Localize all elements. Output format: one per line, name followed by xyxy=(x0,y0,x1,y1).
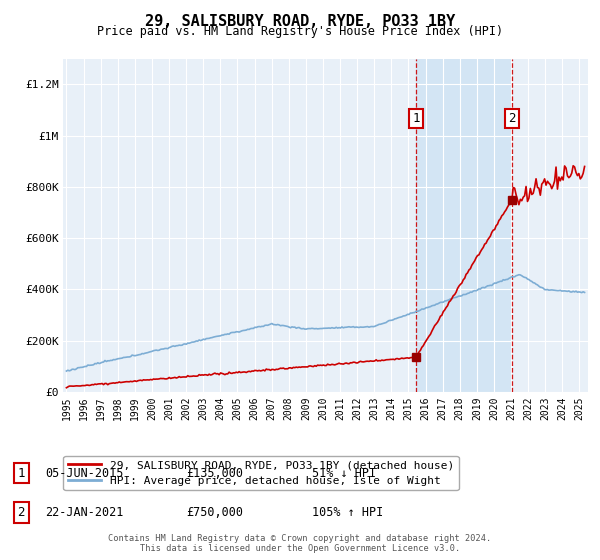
Text: 1: 1 xyxy=(412,112,419,125)
Text: 2: 2 xyxy=(17,506,25,519)
Text: £750,000: £750,000 xyxy=(186,506,243,519)
Text: 2: 2 xyxy=(508,112,516,125)
Text: Contains HM Land Registry data © Crown copyright and database right 2024.
This d: Contains HM Land Registry data © Crown c… xyxy=(109,534,491,553)
Text: Price paid vs. HM Land Registry's House Price Index (HPI): Price paid vs. HM Land Registry's House … xyxy=(97,25,503,38)
Text: 51% ↓ HPI: 51% ↓ HPI xyxy=(312,466,376,480)
Text: 05-JUN-2015: 05-JUN-2015 xyxy=(45,466,124,480)
Text: 29, SALISBURY ROAD, RYDE, PO33 1BY: 29, SALISBURY ROAD, RYDE, PO33 1BY xyxy=(145,14,455,29)
Text: £135,000: £135,000 xyxy=(186,466,243,480)
Text: 105% ↑ HPI: 105% ↑ HPI xyxy=(312,506,383,519)
Bar xyxy=(416,59,512,392)
Text: 1: 1 xyxy=(17,466,25,480)
Text: 22-JAN-2021: 22-JAN-2021 xyxy=(45,506,124,519)
Legend: 29, SALISBURY ROAD, RYDE, PO33 1BY (detached house), HPI: Average price, detache: 29, SALISBURY ROAD, RYDE, PO33 1BY (deta… xyxy=(64,456,458,491)
